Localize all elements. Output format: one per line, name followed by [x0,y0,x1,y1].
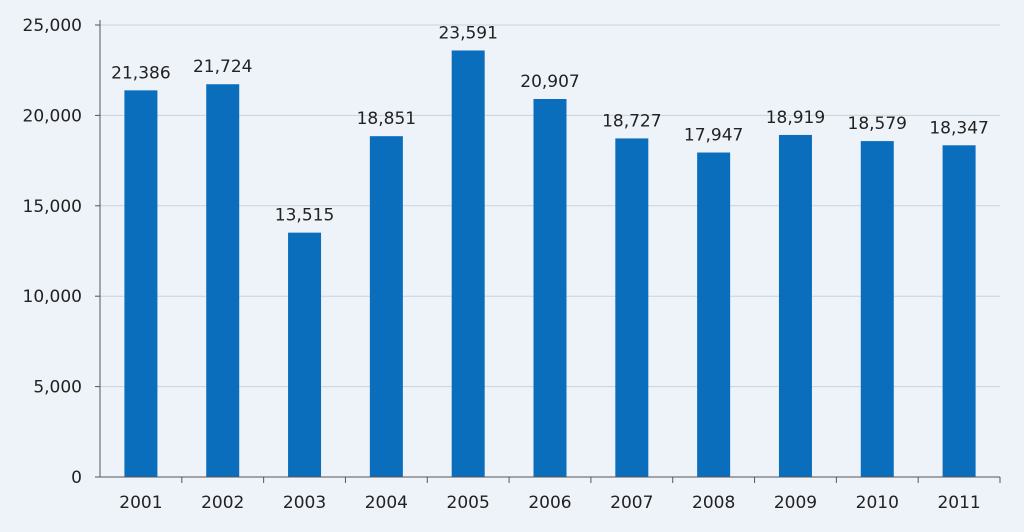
data-label: 18,727 [602,111,661,131]
y-tick-label: 20,000 [23,106,82,126]
bar-2004 [369,136,403,477]
y-tick-label: 10,000 [23,287,82,307]
bar-2006 [533,99,567,478]
bar-2005 [451,50,485,477]
x-tick-label: 2006 [528,493,571,513]
x-tick-label: 2010 [856,493,899,513]
x-tick-label: 2004 [365,493,408,513]
y-tick-label: 25,000 [23,16,82,36]
x-tick-label: 2003 [283,493,326,513]
data-label: 18,347 [929,118,988,138]
data-labels: 21,386 21,724 13,515 18,851 23,591 20,907 18,7… [111,23,989,225]
bar-2001 [124,90,158,477]
x-tick-labels: 2001 2002 2003 2004 2005 2006 2007 2008 2009 2010… [119,493,980,513]
bar-2003 [288,232,322,477]
x-tick-label: 2007 [610,493,653,513]
bar-2010 [860,141,894,477]
data-label: 23,591 [438,23,497,43]
y-tick-labels: 0 5,000 10,000 15,000 20,000 25,000 [23,16,82,488]
y-tick-label: 0 [71,468,82,488]
bars [124,50,976,478]
y-tick-label: 5,000 [33,378,82,398]
data-label: 21,724 [193,57,252,77]
x-tick-label: 2005 [447,493,490,513]
data-label: 13,515 [275,206,334,226]
bar-2008 [697,152,731,477]
x-tick-label: 2011 [937,493,980,513]
data-label: 18,851 [357,109,416,129]
axes [95,20,1001,483]
bar-2002 [206,84,240,478]
bar-2007 [615,138,649,477]
bar-2011 [942,145,976,477]
x-tick-label: 2002 [201,493,244,513]
y-tick-label: 15,000 [23,197,82,217]
x-tick-label: 2009 [774,493,817,513]
data-label: 17,947 [684,126,743,146]
data-label: 20,907 [520,72,579,92]
data-label: 21,386 [111,63,170,83]
data-label: 18,579 [848,114,907,134]
data-label: 18,919 [766,108,825,128]
x-tick-label: 2008 [692,493,735,513]
bar-2009 [778,134,812,478]
x-tick-label: 2001 [119,493,162,513]
